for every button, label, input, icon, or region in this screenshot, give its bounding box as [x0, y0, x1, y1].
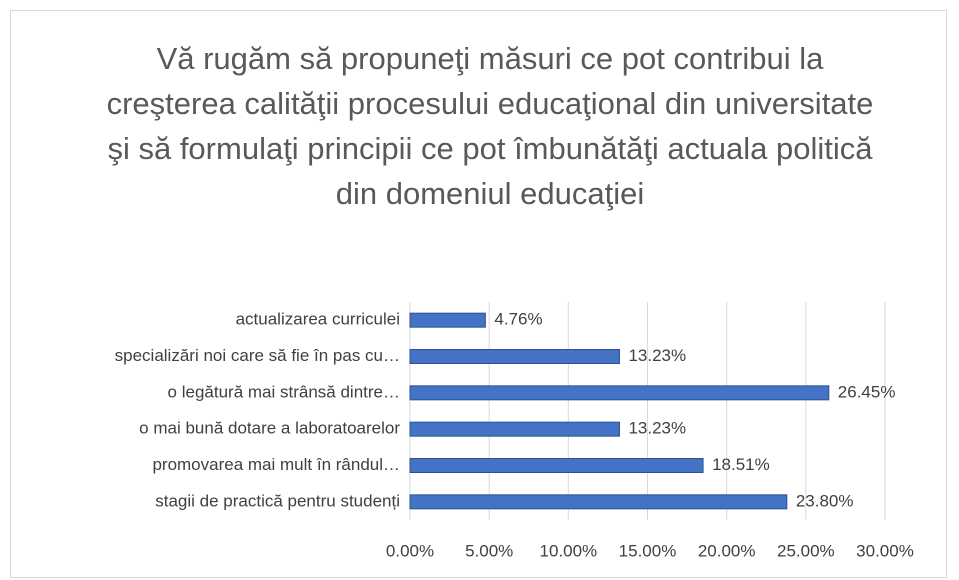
- x-tick-label: 20.00%: [698, 541, 756, 560]
- bar: [409, 349, 620, 364]
- value-label: 13.23%: [628, 346, 686, 365]
- y-tick-label: o mai bună dotare a laboratoarelor: [139, 419, 400, 438]
- y-tick-label: o legătură mai strânsă dintre…: [168, 382, 400, 401]
- value-label: 4.76%: [494, 310, 542, 329]
- x-tick-label: 30.00%: [856, 541, 914, 560]
- value-label: 13.23%: [628, 419, 686, 438]
- x-tick-label: 0.00%: [386, 541, 434, 560]
- bar: [409, 385, 830, 401]
- y-tick-label: specializări noi care să fie în pas cu…: [115, 346, 400, 365]
- y-tick-label: stagii de practică pentru studenți: [155, 491, 400, 510]
- chart-title: Vă rugăm să propuneţi măsuri ce pot cont…: [106, 41, 874, 211]
- value-label: 23.80%: [796, 491, 854, 510]
- bar: [409, 421, 620, 437]
- x-tick-label: 25.00%: [777, 541, 835, 560]
- x-tick-label: 5.00%: [465, 541, 513, 560]
- chart-frame: [10, 10, 947, 578]
- bar: [409, 312, 486, 328]
- x-tick-label: 10.00%: [539, 541, 597, 560]
- value-label: 18.51%: [712, 455, 770, 474]
- bar: [409, 494, 788, 510]
- bar: [409, 458, 704, 473]
- value-label: 26.45%: [838, 382, 896, 401]
- y-tick-label: promovarea mai mult în rândul…: [152, 455, 400, 474]
- y-tick-label: actualizarea curriculei: [236, 310, 400, 329]
- x-tick-label: 15.00%: [619, 541, 677, 560]
